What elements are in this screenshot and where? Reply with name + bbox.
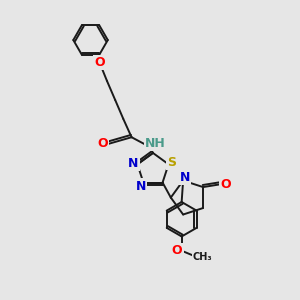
Text: N: N: [136, 180, 146, 193]
Text: O: O: [98, 137, 108, 150]
Text: O: O: [172, 244, 182, 257]
Text: NH: NH: [145, 137, 166, 150]
Text: N: N: [128, 157, 139, 170]
Text: N: N: [179, 171, 190, 184]
Text: S: S: [168, 156, 177, 169]
Text: O: O: [220, 178, 231, 190]
Text: CH₃: CH₃: [193, 252, 212, 262]
Text: O: O: [94, 56, 105, 69]
